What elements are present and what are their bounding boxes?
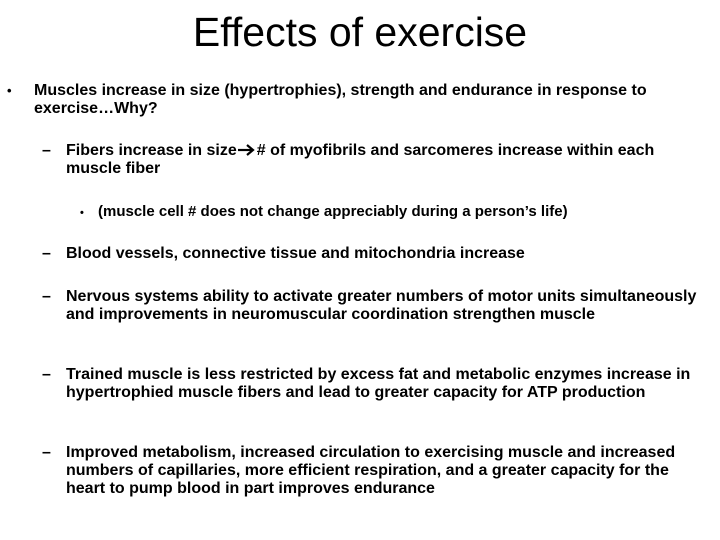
bullet-marker: •	[80, 207, 84, 219]
bullet-trained: – Trained muscle is less restricted by e…	[0, 366, 720, 402]
bullet-fibers: – Fibers increase in size # of myofibrils…	[0, 142, 720, 178]
bullet-trained-text: Trained muscle is less restricted by exc…	[66, 366, 691, 401]
bullet-cell-note-text: (muscle cell # does not change appreciab…	[98, 203, 568, 220]
fibers-text-start: Fibers increase in size	[66, 142, 237, 159]
dash-marker: –	[42, 245, 51, 262]
dash-marker: –	[42, 366, 51, 383]
bullet-fibers-text: Fibers increase in size # of myofibrils a…	[66, 142, 706, 178]
bullet-metabolism: – Improved metabolism, increased circula…	[0, 444, 720, 498]
dash-marker: –	[42, 142, 51, 159]
bullet-vessels: – Blood vessels, connective tissue and m…	[0, 245, 720, 263]
bullet-vessels-text: Blood vessels, connective tissue and mit…	[66, 245, 525, 262]
bullet-marker: •	[7, 83, 12, 98]
bullet-nervous: – Nervous systems ability to activate gr…	[0, 288, 720, 324]
bullet-main-text: Muscles increase in size (hypertrophies)…	[34, 82, 647, 117]
dash-marker: –	[42, 288, 51, 305]
right-arrow-icon	[237, 144, 255, 156]
bullet-nervous-text: Nervous systems ability to activate grea…	[66, 288, 697, 323]
bullet-cell-note: • (muscle cell # does not change appreci…	[0, 203, 720, 221]
slide-title: Effects of exercise	[192, 9, 528, 55]
fibers-text-end: # of myofibrils and sarcomeres increase …	[66, 142, 655, 177]
bullet-metabolism-text: Improved metabolism, increased circulati…	[66, 444, 676, 497]
dash-marker: –	[42, 444, 51, 461]
bullet-main: • Muscles increase in size (hypertrophie…	[0, 82, 720, 118]
